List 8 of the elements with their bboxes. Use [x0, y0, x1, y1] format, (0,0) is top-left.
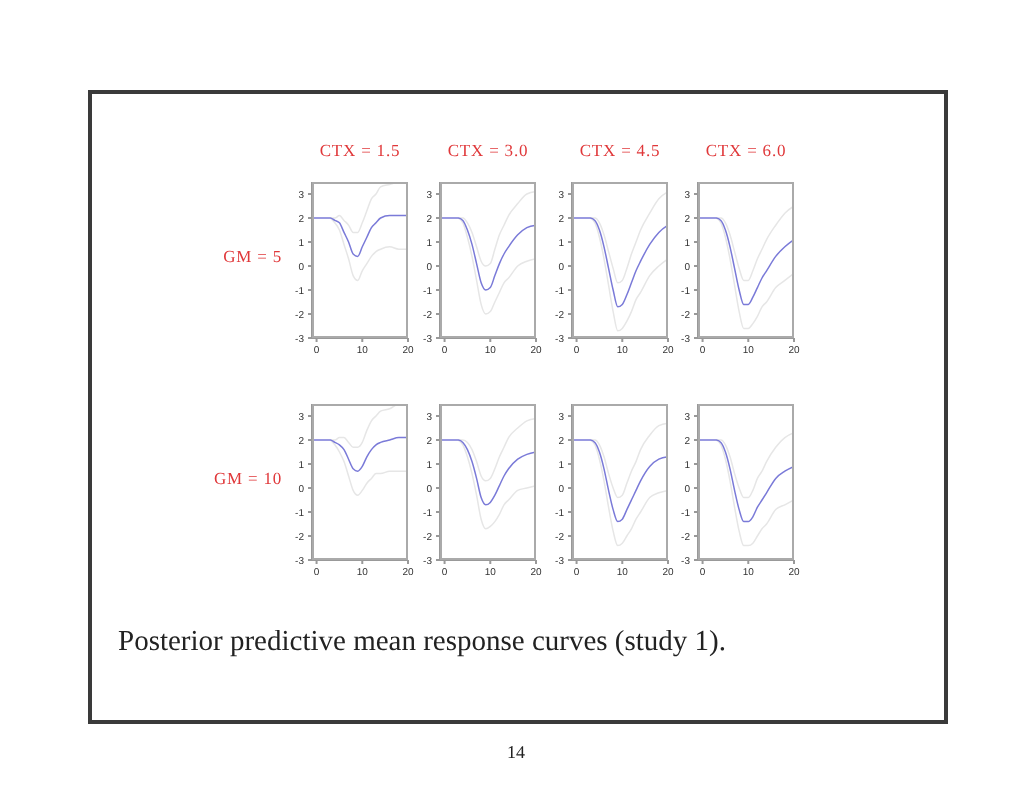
- text: Posterior predictive mean response curves (study 1).: [118, 626, 727, 660]
- text: 14: [505, 742, 527, 762]
- chart-title: CTX = 1.5: [317, 140, 403, 160]
- y-axis-title: GM = 10: [213, 468, 282, 488]
- y-axis-title: GM = 5: [223, 246, 282, 266]
- chart-title: CTX = 4.5: [577, 140, 663, 160]
- chart-title: CTX = 3.0: [445, 140, 531, 160]
- chart-title: CTX = 6.0: [703, 140, 789, 160]
